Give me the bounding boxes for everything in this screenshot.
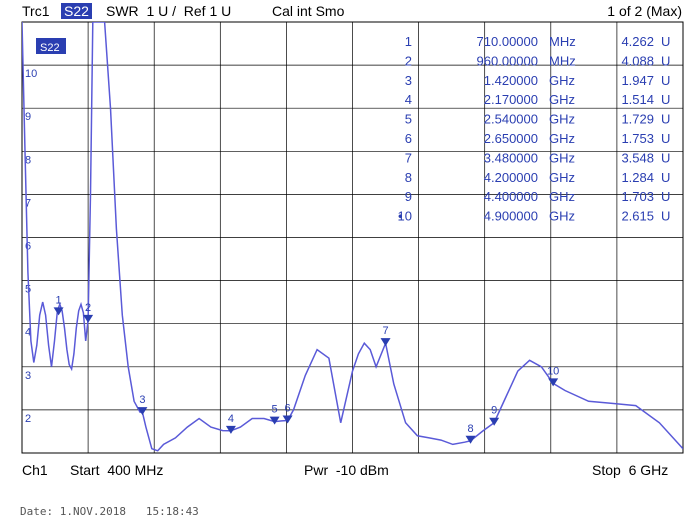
marker-label: 4 bbox=[228, 413, 234, 425]
marker-table-value: 1.729 bbox=[621, 112, 654, 127]
marker-table-frequency: 4.900000 bbox=[484, 209, 538, 224]
trace-badge: S22 bbox=[36, 38, 66, 54]
y-tick-label: 3 bbox=[25, 370, 31, 382]
marker-triangle bbox=[53, 307, 64, 316]
marker-triangle bbox=[548, 378, 559, 387]
marker-table-value: 1.284 bbox=[621, 170, 654, 185]
marker-table-unit: GHz bbox=[549, 209, 575, 224]
date-stamp: Date: 1.NOV.2018 15:18:43 bbox=[20, 505, 199, 518]
marker-triangle bbox=[83, 314, 94, 323]
y-tick-label: 7 bbox=[25, 197, 31, 209]
active-marker-dot: • bbox=[398, 209, 403, 224]
marker-table-id: 8 bbox=[405, 170, 412, 185]
marker-table-id: 10 bbox=[398, 209, 412, 224]
marker-table-value: 3.548 bbox=[621, 150, 654, 165]
marker-table-id: 7 bbox=[405, 150, 412, 165]
marker-table-id: 2 bbox=[405, 53, 412, 68]
marker-triangle bbox=[282, 415, 293, 424]
marker-table-unit: GHz bbox=[549, 73, 575, 88]
marker-table-frequency: 2.170000 bbox=[484, 92, 538, 107]
marker-label: 5 bbox=[272, 404, 278, 416]
page-indicator: 1 of 2 (Max) bbox=[607, 3, 682, 19]
parameter-label[interactable]: S22 bbox=[61, 3, 92, 19]
marker-table-value: 1.753 bbox=[621, 131, 654, 146]
marker-table-value-unit: U bbox=[661, 189, 670, 204]
marker-table-frequency: 710.00000 bbox=[477, 34, 538, 49]
y-tick-label: 4 bbox=[25, 327, 31, 339]
y-tick-label: 2 bbox=[25, 413, 31, 425]
marker-table-value-unit: U bbox=[661, 34, 670, 49]
marker-table-value: 1.947 bbox=[621, 73, 654, 88]
marker-table-value-unit: U bbox=[661, 170, 670, 185]
marker-table-id: 5 bbox=[405, 112, 412, 127]
marker-label: 8 bbox=[467, 423, 473, 435]
marker-table-frequency: 1.420000 bbox=[484, 73, 538, 88]
marker-table-value-unit: U bbox=[661, 209, 670, 224]
s22-trace-line bbox=[22, 22, 683, 452]
marker-triangle bbox=[269, 416, 280, 425]
trace-badge-label: S22 bbox=[40, 42, 60, 54]
marker-triangle bbox=[489, 417, 500, 426]
marker-table-frequency: 2.650000 bbox=[484, 131, 538, 146]
marker-table-unit: GHz bbox=[549, 131, 575, 146]
marker-triangle bbox=[225, 425, 236, 434]
marker-table: 1 710.00000 MHz 4.262 U 2 960.00000 MHz 4.088 U 3 1… bbox=[398, 34, 671, 224]
marker-table-value: 1.514 bbox=[621, 92, 654, 107]
y-tick-label: 8 bbox=[25, 154, 31, 166]
channel-label[interactable]: Ch1 bbox=[22, 462, 48, 478]
marker-table-unit: GHz bbox=[549, 150, 575, 165]
marker-table-value-unit: U bbox=[661, 112, 670, 127]
format-label[interactable]: SWR 1 U / Ref 1 U bbox=[106, 3, 232, 19]
marker-table-value: 4.088 bbox=[621, 53, 654, 68]
marker-table-value-unit: U bbox=[661, 53, 670, 68]
marker-label: 10 bbox=[547, 365, 559, 377]
trace-label[interactable]: Trc1 bbox=[22, 3, 50, 19]
stop-frequency[interactable]: Stop 6 GHz bbox=[592, 462, 669, 478]
marker-table-unit: MHz bbox=[549, 53, 576, 68]
marker-table-value: 2.615 bbox=[621, 209, 654, 224]
marker-label: 6 bbox=[285, 403, 291, 415]
y-tick-label: 9 bbox=[25, 111, 31, 123]
marker-table-value: 4.262 bbox=[621, 34, 654, 49]
marker-table-value-unit: U bbox=[661, 73, 670, 88]
marker-table-frequency: 2.540000 bbox=[484, 112, 538, 127]
marker-table-id: 9 bbox=[405, 189, 412, 204]
marker-label: 2 bbox=[85, 302, 91, 314]
marker-table-value-unit: U bbox=[661, 150, 670, 165]
trace-badge-bg bbox=[36, 38, 66, 54]
marker-table-value-unit: U bbox=[661, 92, 670, 107]
marker-table-id: 3 bbox=[405, 73, 412, 88]
marker-table-value: 1.703 bbox=[621, 189, 654, 204]
marker-triangle bbox=[380, 338, 391, 347]
y-tick-label: 6 bbox=[25, 241, 31, 253]
marker-table-unit: GHz bbox=[549, 112, 575, 127]
marker-table-id: 4 bbox=[405, 92, 412, 107]
marker-label: 3 bbox=[139, 394, 145, 406]
s22-trace: S22 bbox=[22, 22, 683, 452]
marker-table-value-unit: U bbox=[661, 131, 670, 146]
marker-table-frequency: 4.200000 bbox=[484, 170, 538, 185]
marker-table-frequency: 960.00000 bbox=[477, 53, 538, 68]
marker-table-unit: MHz bbox=[549, 34, 576, 49]
marker-table-id: 6 bbox=[405, 131, 412, 146]
calibration-label: Cal int Smo bbox=[272, 3, 345, 19]
marker-table-unit: GHz bbox=[549, 189, 575, 204]
marker-triangle bbox=[137, 407, 148, 416]
marker-label: 7 bbox=[382, 325, 388, 337]
marker-label: 9 bbox=[491, 405, 497, 417]
marker-table-unit: GHz bbox=[549, 170, 575, 185]
marker-table-frequency: 4.400000 bbox=[484, 189, 538, 204]
marker-table-id: 1 bbox=[405, 34, 412, 49]
marker-table-unit: GHz bbox=[549, 92, 575, 107]
marker-table-frequency: 3.480000 bbox=[484, 150, 538, 165]
plot-grid bbox=[21, 21, 684, 454]
marker-label: 1 bbox=[56, 294, 62, 306]
start-frequency[interactable]: Start 400 MHz bbox=[70, 462, 164, 478]
y-tick-label: 10 bbox=[25, 68, 37, 80]
marker-triangle bbox=[465, 435, 476, 444]
trace-markers: 1 2 3 4 5 6 7 8 9 10 bbox=[53, 294, 559, 444]
power-level[interactable]: Pwr -10 dBm bbox=[304, 462, 389, 478]
